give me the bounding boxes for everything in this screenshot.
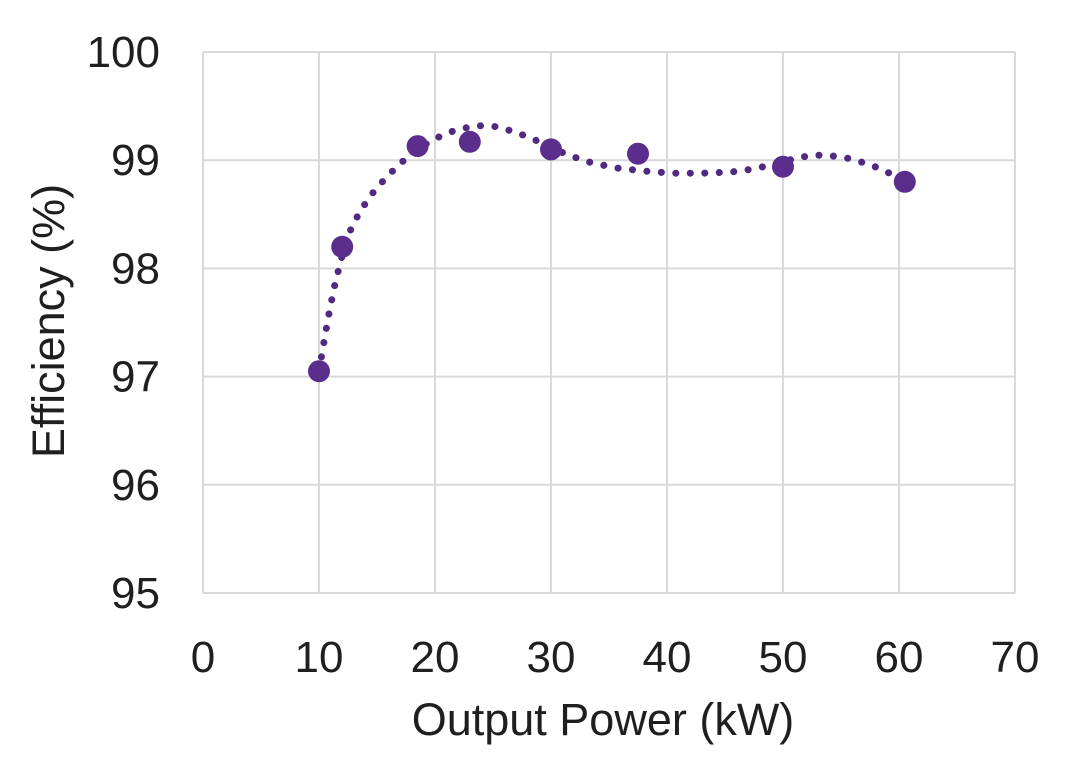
data-points xyxy=(308,130,916,383)
y-tick-label: 97 xyxy=(111,353,160,402)
data-point xyxy=(458,130,481,153)
data-point xyxy=(308,360,330,383)
y-tick-label: 96 xyxy=(111,461,160,510)
data-point xyxy=(893,170,916,193)
tick-labels: 0 10 20 30 40 50 60 70 95 96 97 98 99 100 xyxy=(87,28,1040,682)
data-point xyxy=(772,155,794,178)
data-point xyxy=(540,138,562,161)
gridlines xyxy=(202,51,1016,594)
y-tick-label: 95 xyxy=(111,569,160,618)
y-tick-label: 100 xyxy=(87,28,160,77)
x-tick-label: 40 xyxy=(643,633,692,682)
x-tick-label: 0 xyxy=(191,633,215,682)
trend-line xyxy=(315,122,909,375)
y-axis-title: Efficiency (%) xyxy=(23,184,74,458)
data-point xyxy=(406,135,429,158)
x-tick-label: 60 xyxy=(875,633,924,682)
x-tick-label: 30 xyxy=(527,633,576,682)
y-tick-label: 98 xyxy=(111,244,160,293)
x-tick-label: 50 xyxy=(759,633,808,682)
x-tick-label: 70 xyxy=(991,633,1040,682)
x-tick-label: 20 xyxy=(411,633,460,682)
data-point xyxy=(331,235,354,258)
y-tick-label: 99 xyxy=(111,136,160,185)
data-point xyxy=(627,142,649,165)
x-axis-title: Output Power (kW) xyxy=(412,694,795,745)
x-tick-label: 10 xyxy=(295,633,344,682)
